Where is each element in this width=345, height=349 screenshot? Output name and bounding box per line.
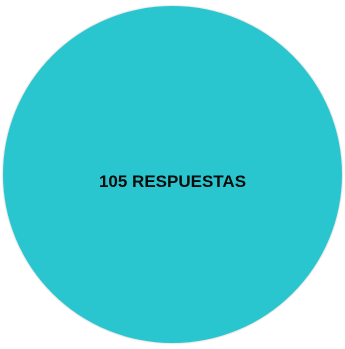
response-circle <box>3 6 342 343</box>
response-count-label: 105 RESPUESTAS <box>98 172 247 191</box>
